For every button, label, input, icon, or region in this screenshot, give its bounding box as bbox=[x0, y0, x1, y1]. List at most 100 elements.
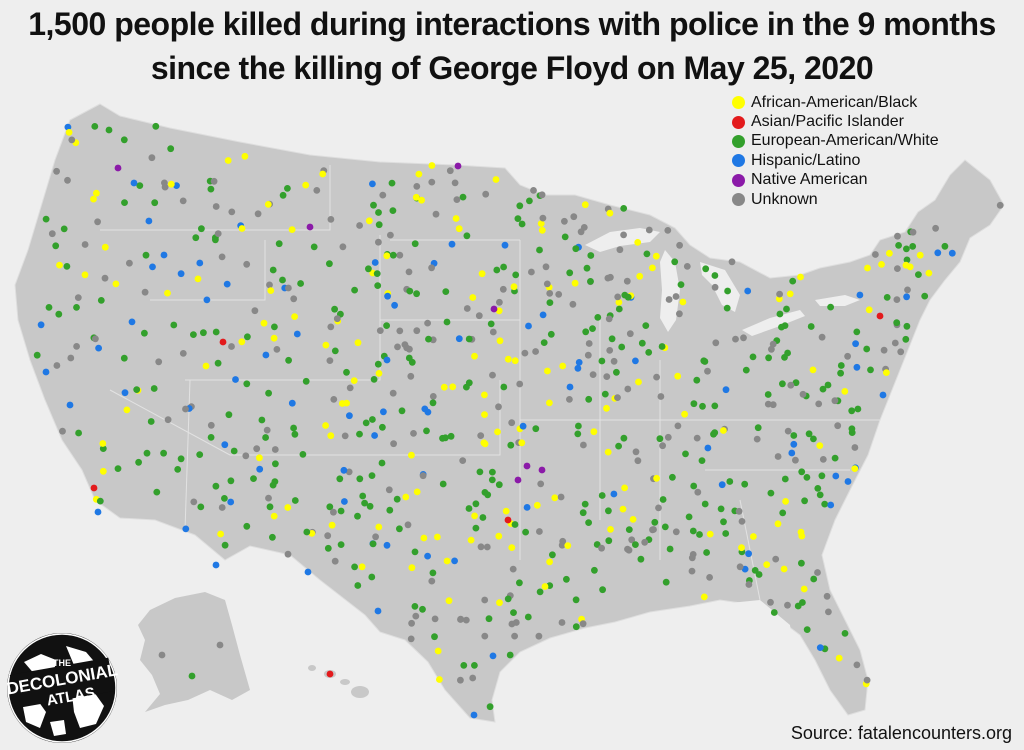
incident-dot bbox=[891, 339, 899, 347]
incident-dot bbox=[379, 191, 387, 199]
incident-dot bbox=[68, 136, 76, 144]
incident-dot bbox=[558, 541, 566, 549]
incident-dot bbox=[803, 474, 811, 481]
incident-dot bbox=[481, 440, 489, 448]
incident-dot bbox=[615, 299, 623, 306]
incident-dot bbox=[390, 440, 397, 448]
incident-dot bbox=[260, 319, 268, 327]
legend-item-asian-pacific-islander: Asian/Pacific Islander bbox=[732, 112, 939, 131]
incident-dot bbox=[451, 179, 459, 187]
incident-dot bbox=[202, 362, 210, 370]
incident-dot bbox=[764, 391, 772, 398]
incident-dot bbox=[521, 349, 529, 357]
incident-dot bbox=[471, 662, 478, 669]
legend-item-african-american-black: African-American/Black bbox=[732, 93, 939, 112]
incident-dot bbox=[620, 231, 627, 239]
incident-dot bbox=[516, 579, 523, 587]
incident-dot bbox=[376, 327, 384, 334]
incident-dot bbox=[288, 399, 296, 407]
incident-dot bbox=[419, 472, 427, 480]
incident-dot bbox=[738, 544, 745, 552]
incident-dot bbox=[606, 209, 614, 217]
incident-dot bbox=[645, 349, 653, 356]
incident-dot bbox=[825, 608, 832, 616]
incident-dot bbox=[514, 476, 522, 484]
incident-dot bbox=[465, 379, 473, 387]
incident-dot bbox=[516, 202, 524, 210]
incident-dot bbox=[702, 265, 710, 273]
incident-dot bbox=[495, 403, 502, 411]
incident-dot bbox=[141, 329, 148, 337]
incident-dot bbox=[114, 465, 122, 472]
lake-erie bbox=[742, 310, 805, 336]
incident-dot bbox=[167, 180, 175, 188]
incident-dot bbox=[212, 203, 220, 210]
incident-dot bbox=[385, 486, 393, 494]
incident-dot bbox=[522, 528, 529, 536]
incident-dot bbox=[801, 497, 808, 505]
incident-dot bbox=[704, 367, 711, 375]
incident-dot bbox=[502, 507, 510, 515]
incident-dot bbox=[225, 411, 233, 419]
incident-dot bbox=[179, 350, 187, 357]
incident-dot bbox=[711, 272, 719, 279]
incident-dot bbox=[284, 185, 291, 192]
incident-dot bbox=[182, 525, 190, 533]
incident-dot bbox=[827, 501, 835, 509]
incident-dot bbox=[679, 298, 687, 306]
incident-dot bbox=[484, 491, 492, 499]
incident-dot bbox=[587, 252, 595, 259]
incident-dot bbox=[853, 661, 861, 669]
incident-dot bbox=[742, 366, 750, 374]
incident-dot bbox=[510, 283, 518, 291]
incident-dot bbox=[408, 358, 416, 366]
legend-swatch bbox=[732, 96, 745, 110]
incident-dot bbox=[546, 399, 553, 407]
title-line-1: 1,500 people killed during interactions … bbox=[28, 6, 996, 42]
incident-dot bbox=[589, 371, 597, 378]
incident-dot bbox=[614, 293, 622, 301]
incident-dot bbox=[689, 527, 697, 535]
decolonial-atlas-logo: THE DECOLONIAL ATLAS bbox=[5, 632, 119, 744]
incident-dot bbox=[384, 292, 391, 300]
incident-dot bbox=[669, 473, 676, 481]
incident-dot bbox=[634, 239, 642, 246]
incident-dot bbox=[293, 330, 301, 338]
incident-dot bbox=[275, 240, 283, 248]
incident-dot bbox=[564, 542, 572, 549]
incident-dot bbox=[455, 335, 463, 343]
incident-dot bbox=[572, 596, 580, 604]
incident-dot bbox=[510, 609, 517, 616]
incident-dot bbox=[219, 338, 227, 346]
incident-dot bbox=[824, 381, 832, 389]
incident-dot bbox=[112, 280, 120, 288]
incident-dot bbox=[511, 521, 519, 528]
incident-dot bbox=[340, 466, 348, 474]
incident-dot bbox=[152, 122, 160, 130]
incident-dot bbox=[555, 291, 563, 298]
incident-dot bbox=[65, 129, 73, 136]
incident-dot bbox=[228, 343, 235, 350]
incident-dot bbox=[834, 422, 842, 430]
incident-dot bbox=[693, 376, 701, 384]
incident-dot bbox=[526, 197, 533, 205]
incident-dot bbox=[73, 343, 80, 350]
incident-dot bbox=[496, 337, 504, 345]
incident-dot bbox=[216, 641, 224, 649]
incident-dot bbox=[810, 435, 817, 443]
incident-dot bbox=[482, 190, 490, 198]
incident-dot bbox=[569, 300, 577, 308]
incident-dot bbox=[831, 397, 839, 405]
incident-dot bbox=[626, 330, 634, 338]
incident-dot bbox=[238, 225, 246, 232]
incident-dot bbox=[780, 565, 788, 573]
incident-dot bbox=[341, 498, 348, 505]
incident-dot bbox=[863, 345, 871, 353]
incident-dot bbox=[250, 475, 257, 482]
incident-dot bbox=[361, 499, 368, 507]
incident-dot bbox=[566, 383, 574, 391]
incident-dot bbox=[720, 427, 727, 434]
incident-dot bbox=[436, 676, 443, 683]
incident-dot bbox=[354, 512, 361, 520]
incident-dot bbox=[853, 328, 861, 336]
